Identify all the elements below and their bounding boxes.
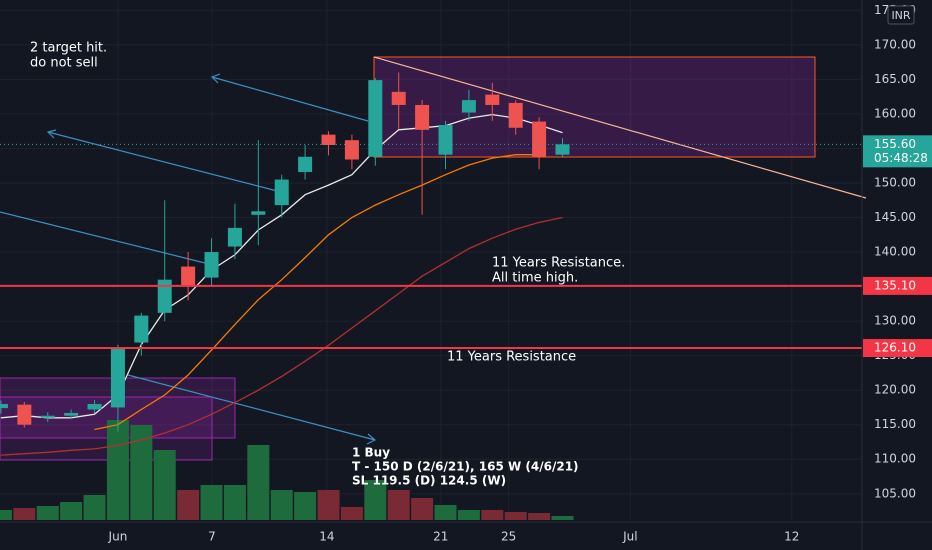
last-price-badge — [863, 135, 932, 168]
y-tick-label: 170.00 — [874, 37, 916, 51]
volume-bar — [340, 507, 363, 520]
candle-body — [110, 347, 125, 408]
level-label: 135.10 — [874, 278, 916, 292]
candle-body — [368, 80, 383, 157]
volume-bar — [177, 490, 200, 520]
volume-bar — [411, 498, 434, 520]
x-tick-label: Jun — [108, 530, 128, 544]
volume-bar — [0, 510, 12, 520]
y-tick-label: 165.00 — [874, 72, 916, 86]
arrows — [0, 73, 377, 445]
volume-bar — [457, 510, 480, 520]
y-tick-label: 115.00 — [874, 417, 916, 431]
volume-bar — [504, 512, 527, 520]
candle-body — [344, 140, 359, 160]
x-tick-label: Jul — [622, 530, 637, 544]
y-tick-label: 160.00 — [874, 106, 916, 120]
volume-bar — [364, 480, 387, 520]
zone — [0, 396, 213, 461]
volume-bar — [528, 513, 551, 520]
annotation: 11 Years Resistance — [447, 350, 576, 365]
volume-bar — [106, 420, 129, 520]
annotation: 1 Buy — [352, 446, 390, 460]
x-tick-label: 21 — [433, 530, 448, 544]
y-tick-label: 130.00 — [874, 314, 916, 328]
annotation: 11 Years Resistance. — [492, 256, 625, 271]
annotation: 2 target hit. — [30, 41, 107, 56]
last-price-label: 155.60 — [874, 137, 916, 151]
candle-body — [251, 211, 266, 215]
candle-body — [227, 227, 242, 247]
volume-bar — [223, 485, 246, 520]
axes: 105.00110.00115.00120.00125.00130.00135.… — [108, 3, 932, 544]
candle-body — [321, 134, 336, 146]
x-tick-label: 12 — [784, 530, 799, 544]
level-label: 126.10 — [874, 341, 916, 355]
grid — [0, 0, 862, 520]
x-tick-label: 25 — [501, 530, 516, 544]
y-tick-label: 105.00 — [874, 486, 916, 500]
volume-bar — [130, 425, 153, 520]
annotation: T - 150 D (2/6/21), 165 W (4/6/21) — [352, 460, 579, 474]
candle-body — [438, 124, 453, 155]
volume-bar — [551, 516, 574, 520]
y-tick-label: 145.00 — [874, 210, 916, 224]
volume-bar — [247, 445, 270, 520]
volume-bar — [481, 510, 504, 520]
volume-bar — [83, 495, 106, 520]
candle-body — [40, 415, 55, 418]
y-tick-label: 150.00 — [874, 176, 916, 190]
candle-body — [391, 91, 406, 105]
candle-body — [485, 94, 500, 105]
candle-body — [134, 315, 149, 343]
candle-body — [181, 266, 196, 287]
annotation: do not sell — [30, 56, 98, 71]
countdown: 05:48:28 — [874, 151, 928, 165]
plot-area — [0, 72, 862, 520]
level-badge — [863, 339, 932, 358]
trendline — [373, 56, 867, 199]
annotation: All time high. — [492, 271, 578, 286]
candle-body — [204, 252, 219, 278]
candle-body — [87, 403, 102, 410]
currency: INR — [891, 9, 910, 22]
volume-bar — [36, 506, 59, 520]
moving-average — [94, 154, 540, 431]
candle-body — [157, 279, 172, 313]
volume-bar — [317, 490, 340, 520]
volume-bar — [294, 492, 317, 520]
y-tick-label: 120.00 — [874, 383, 916, 397]
candle-body — [415, 104, 430, 130]
volume-bar — [387, 490, 410, 520]
candle-body — [0, 403, 8, 409]
volume-bar — [13, 508, 36, 520]
volume-bar — [270, 490, 293, 520]
candle-body — [274, 179, 289, 206]
y-tick-label: 110.00 — [874, 452, 916, 466]
candle-body — [461, 100, 476, 113]
candle-body — [17, 404, 32, 425]
currency-badge[interactable] — [887, 5, 915, 25]
candle-body — [532, 121, 547, 157]
y-tick-label: 140.00 — [874, 245, 916, 259]
x-tick-label: 7 — [208, 530, 216, 544]
volume-bar — [434, 505, 457, 520]
annotation: SL 119.5 (D) 124.5 (W) — [352, 474, 506, 488]
volume-bar — [60, 502, 83, 520]
candle-body — [508, 102, 523, 128]
x-tick-label: 14 — [319, 530, 334, 544]
volume-bar — [200, 485, 223, 520]
candle-body — [64, 412, 79, 416]
level-badge — [863, 276, 932, 295]
moving-average — [0, 216, 563, 456]
candle-body — [298, 156, 313, 172]
candle-body — [555, 144, 570, 155]
volume-bar — [153, 450, 176, 520]
